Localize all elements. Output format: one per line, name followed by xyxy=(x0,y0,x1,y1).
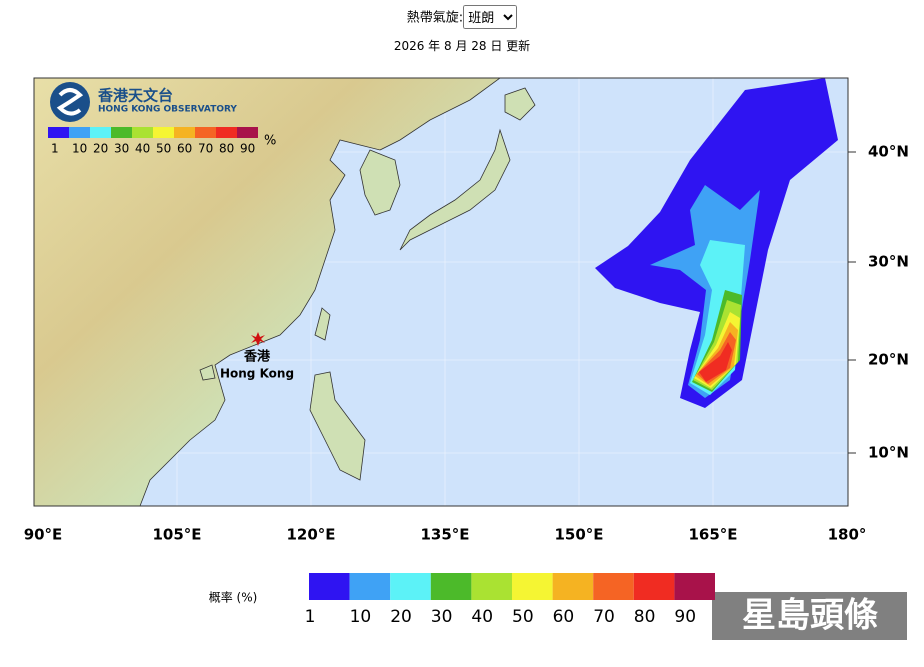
korea xyxy=(359,149,401,216)
lat-label: 20°N xyxy=(868,351,909,369)
legend-swatch xyxy=(552,573,594,600)
inset-label: 20 xyxy=(93,142,108,156)
map-layer xyxy=(34,78,848,506)
inset-swatch xyxy=(132,127,153,138)
lon-label: 150°E xyxy=(554,526,603,544)
inset-label: 50 xyxy=(156,142,171,156)
lon-label: 135°E xyxy=(420,526,469,544)
inset-swatch xyxy=(48,127,69,138)
asia-land xyxy=(34,78,501,506)
inset-swatch xyxy=(111,127,132,138)
probability-plume xyxy=(595,78,838,408)
legend-swatch xyxy=(674,573,715,600)
storm-label: 熱帶氣旋: xyxy=(406,10,464,26)
legend-label: 60 xyxy=(553,607,575,627)
philippines xyxy=(309,371,366,481)
lon-label: 180° xyxy=(828,526,867,544)
legend-label: 20 xyxy=(390,607,412,627)
legend-title: 概率 (%) xyxy=(209,590,258,605)
inset-swatch xyxy=(216,127,237,138)
inset-label: 40 xyxy=(135,142,150,156)
inset-swatch xyxy=(153,127,174,138)
hainan xyxy=(199,364,216,381)
hong-kong-marker xyxy=(251,332,265,346)
ocean xyxy=(34,78,848,506)
legend-swatch xyxy=(390,573,431,600)
inset-label: 90 xyxy=(240,142,255,156)
inset-label: 10 xyxy=(72,142,87,156)
inset-label: 1 xyxy=(51,142,59,156)
taiwan xyxy=(314,307,331,341)
logo-zh: 香港天文台 xyxy=(98,87,173,105)
legend-label: 80 xyxy=(634,607,656,627)
logo-en: HONG KONG OBSERVATORY xyxy=(98,105,237,115)
map-frame xyxy=(33,77,849,507)
inset-swatch xyxy=(195,127,216,138)
header: 熱帶氣旋: 班朗 xyxy=(0,5,924,29)
watermark-text: 星島頭條 xyxy=(742,596,878,636)
legend-label: 90 xyxy=(674,607,696,627)
lat-label: 10°N xyxy=(868,444,909,462)
lon-label: 165°E xyxy=(688,526,737,544)
legend-swatch xyxy=(593,573,634,600)
inset-label: 70 xyxy=(198,142,213,156)
graticule xyxy=(34,78,848,506)
legend-label: 30 xyxy=(431,607,453,627)
legend-label: 10 xyxy=(350,607,372,627)
logo xyxy=(50,82,90,122)
legend-label: 50 xyxy=(512,607,534,627)
inset-swatch xyxy=(174,127,195,138)
lon-label: 90°E xyxy=(24,526,63,544)
legend-swatch xyxy=(430,573,472,600)
lon-label: 105°E xyxy=(152,526,201,544)
place-zh: 香港 xyxy=(243,349,271,365)
legend-label: 1 xyxy=(305,607,316,627)
updated: 2026 年 8 月 28 日 更新 xyxy=(393,39,531,53)
inset-label: 30 xyxy=(114,142,129,156)
lon-label: 120°E xyxy=(286,526,335,544)
lat-label: 30°N xyxy=(868,253,909,271)
inset-label: 60 xyxy=(177,142,192,156)
legend-swatch xyxy=(309,573,350,600)
inset-swatch xyxy=(237,127,258,138)
storm-select[interactable]: 班朗 xyxy=(463,5,518,29)
lat-label: 40°N xyxy=(868,143,909,161)
legend-swatch xyxy=(349,573,391,600)
inset-unit: % xyxy=(264,134,276,149)
watermark xyxy=(712,592,907,640)
legend-swatch xyxy=(633,573,675,600)
japan xyxy=(399,87,536,251)
legend-label: 40 xyxy=(471,607,493,627)
inset-swatch xyxy=(90,127,111,138)
inset-swatch xyxy=(69,127,90,138)
legend-swatch xyxy=(512,573,553,600)
legend-label: 70 xyxy=(593,607,615,627)
place-en: Hong Kong xyxy=(220,367,294,381)
inset-label: 80 xyxy=(219,142,234,156)
legend-swatch xyxy=(471,573,512,600)
